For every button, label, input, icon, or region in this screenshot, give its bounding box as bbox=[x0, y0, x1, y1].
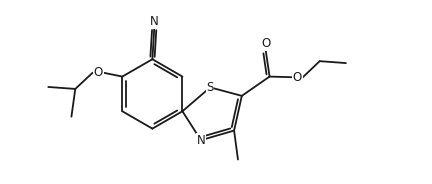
Text: N: N bbox=[197, 134, 205, 147]
Text: O: O bbox=[293, 71, 302, 84]
Text: O: O bbox=[261, 37, 270, 50]
Text: S: S bbox=[206, 81, 214, 94]
Text: O: O bbox=[94, 66, 103, 79]
Text: N: N bbox=[150, 15, 159, 28]
